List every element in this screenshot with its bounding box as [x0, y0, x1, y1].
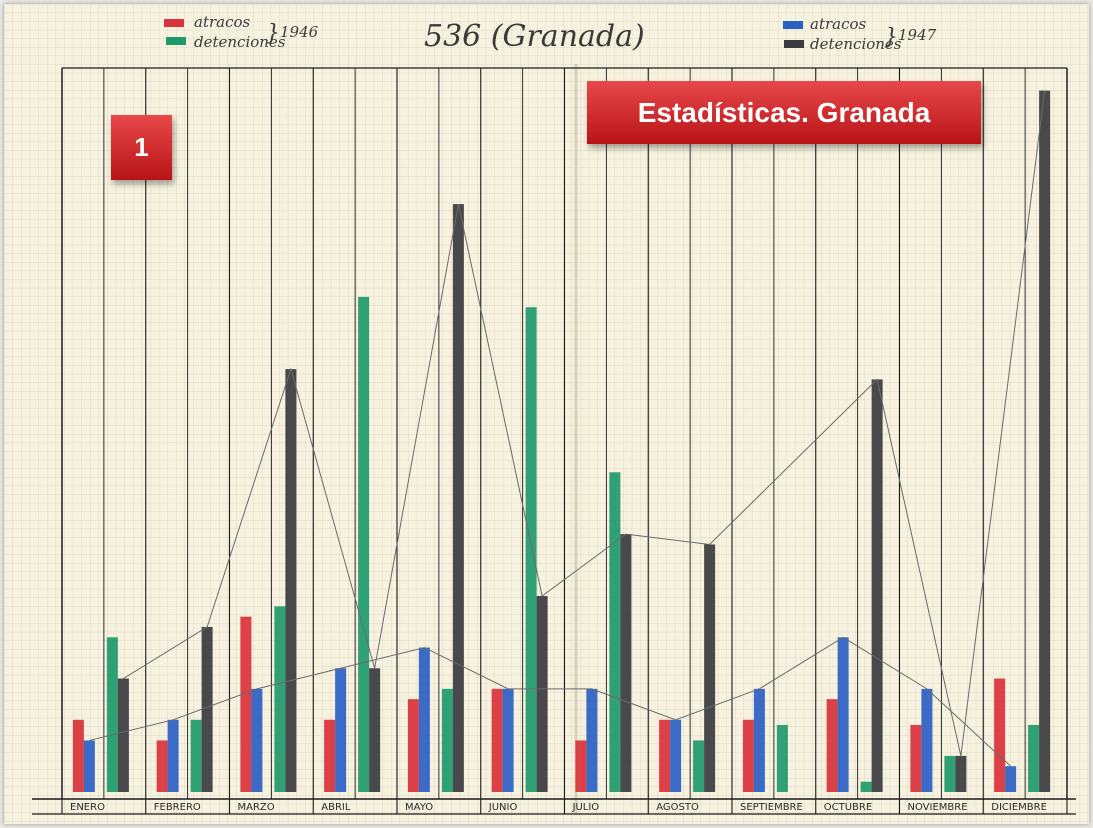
month-label-diciembre: DICIEMBRE — [991, 802, 1047, 813]
bar-detenciones-1947-junio — [536, 596, 548, 792]
bar-detenciones-1947-diciembre — [1039, 90, 1051, 793]
bar-detenciones-1946-abril — [358, 296, 370, 792]
month-label-julio: JULIO — [572, 802, 600, 813]
month-label-junio: JUNIO — [488, 802, 518, 813]
bar-detenciones-1947-abril — [369, 668, 381, 792]
month-label-agosto: AGOSTO — [656, 802, 699, 813]
bar-detenciones-1946-octubre — [860, 781, 872, 792]
bar-atracos-1947-abril — [335, 668, 347, 792]
bar-atracos-1947-septiembre — [753, 688, 765, 792]
bar-detenciones-1947-febrero — [201, 626, 213, 792]
legend-label-atracos-1947: atracos — [810, 15, 867, 33]
bar-atracos-1947-julio — [586, 688, 598, 792]
legend-label-detenciones-1947: detenciones — [810, 35, 902, 53]
bar-detenciones-1947-marzo — [285, 369, 297, 792]
month-label-noviembre: NOVIEMBRE — [908, 802, 968, 813]
legend-year-1947: 1947 — [898, 26, 937, 44]
bar-atracos-1946-noviembre — [910, 724, 922, 792]
bar-atracos-1946-junio — [491, 688, 503, 792]
bar-detenciones-1946-julio — [609, 472, 621, 792]
legend-swatch-detenciones-1946 — [166, 37, 186, 45]
legend-brace-1947: } — [884, 25, 898, 50]
bar-detenciones-1947-enero — [117, 678, 129, 792]
month-label-octubre: OCTUBRE — [824, 802, 872, 813]
bar-detenciones-1947-agosto — [704, 544, 716, 792]
bar-detenciones-1947-julio — [620, 534, 632, 792]
legend-swatch-atracos-1946 — [164, 19, 184, 27]
bar-atracos-1946-septiembre — [742, 719, 754, 792]
bar-detenciones-1947-octubre — [871, 379, 883, 792]
legend-1947: atracos detenciones } 1947 — [783, 15, 937, 53]
bar-detenciones-1946-agosto — [693, 740, 705, 792]
bar-atracos-1947-mayo — [418, 647, 430, 792]
bar-detenciones-1947-noviembre — [955, 755, 967, 792]
legend-1946: atracos detenciones } 1946 — [164, 13, 319, 51]
bar-atracos-1947-noviembre — [921, 688, 933, 792]
month-label-febrero: FEBRERO — [154, 802, 201, 813]
bar-atracos-1946-agosto — [659, 719, 671, 792]
number-badge: 1 — [111, 115, 172, 180]
legend-year-1946: 1946 — [280, 23, 319, 41]
legend-swatch-atracos-1947 — [783, 21, 803, 29]
bar-atracos-1946-enero — [72, 719, 84, 792]
bar-atracos-1946-octubre — [826, 699, 838, 792]
bar-detenciones-1946-noviembre — [944, 755, 956, 792]
title-badge: Estadísticas. Granada — [587, 81, 981, 144]
bar-atracos-1946-abril — [324, 719, 336, 792]
plot-area: ENERO FEBRERO MARZO ABRIL MAYO JUNIO JULIO AGOS… — [32, 67, 1076, 815]
bar-atracos-1946-marzo — [240, 616, 252, 792]
month-label-septiembre: SEPTIEMBRE — [740, 802, 803, 813]
bar-detenciones-1946-enero — [106, 637, 118, 792]
legend-label-detenciones-1946: detenciones — [194, 33, 286, 51]
month-label-enero: ENERO — [70, 802, 105, 813]
bar-atracos-1947-marzo — [251, 688, 263, 792]
bar-atracos-1947-enero — [83, 740, 95, 792]
legend-swatch-detenciones-1947 — [784, 40, 804, 48]
legend-brace-1946: } — [266, 21, 280, 46]
bar-atracos-1947-febrero — [167, 719, 179, 792]
bar-atracos-1946-julio — [575, 740, 587, 792]
chart-frame: atracos detenciones } 1946 536 (Granada)… — [4, 4, 1089, 824]
bar-detenciones-1946-septiembre — [776, 724, 788, 792]
legend-label-atracos-1946: atracos — [194, 13, 251, 31]
month-label-marzo: MARZO — [238, 802, 275, 813]
bar-atracos-1947-octubre — [837, 637, 849, 792]
bar-detenciones-1946-diciembre — [1028, 724, 1040, 792]
bar-atracos-1947-agosto — [670, 719, 682, 792]
trend-line-detenciones-1947 — [123, 90, 1046, 757]
bar-atracos-1946-mayo — [407, 699, 419, 792]
trend-line-atracos-1947 — [89, 636, 1011, 767]
bar-atracos-1946-febrero — [156, 740, 168, 792]
bar-atracos-1947-diciembre — [1005, 766, 1017, 792]
bar-atracos-1947-junio — [502, 688, 514, 792]
bar-detenciones-1946-febrero — [190, 719, 202, 792]
month-label-mayo: MAYO — [405, 802, 433, 813]
chart-title: 536 (Granada) — [424, 19, 645, 54]
bar-detenciones-1947-mayo — [452, 204, 464, 793]
bar-detenciones-1946-mayo — [441, 688, 453, 792]
month-label-abril: ABRIL — [321, 802, 351, 813]
bar-atracos-1946-diciembre — [994, 678, 1006, 792]
bar-detenciones-1946-marzo — [274, 606, 286, 792]
bar-detenciones-1946-junio — [525, 307, 537, 792]
